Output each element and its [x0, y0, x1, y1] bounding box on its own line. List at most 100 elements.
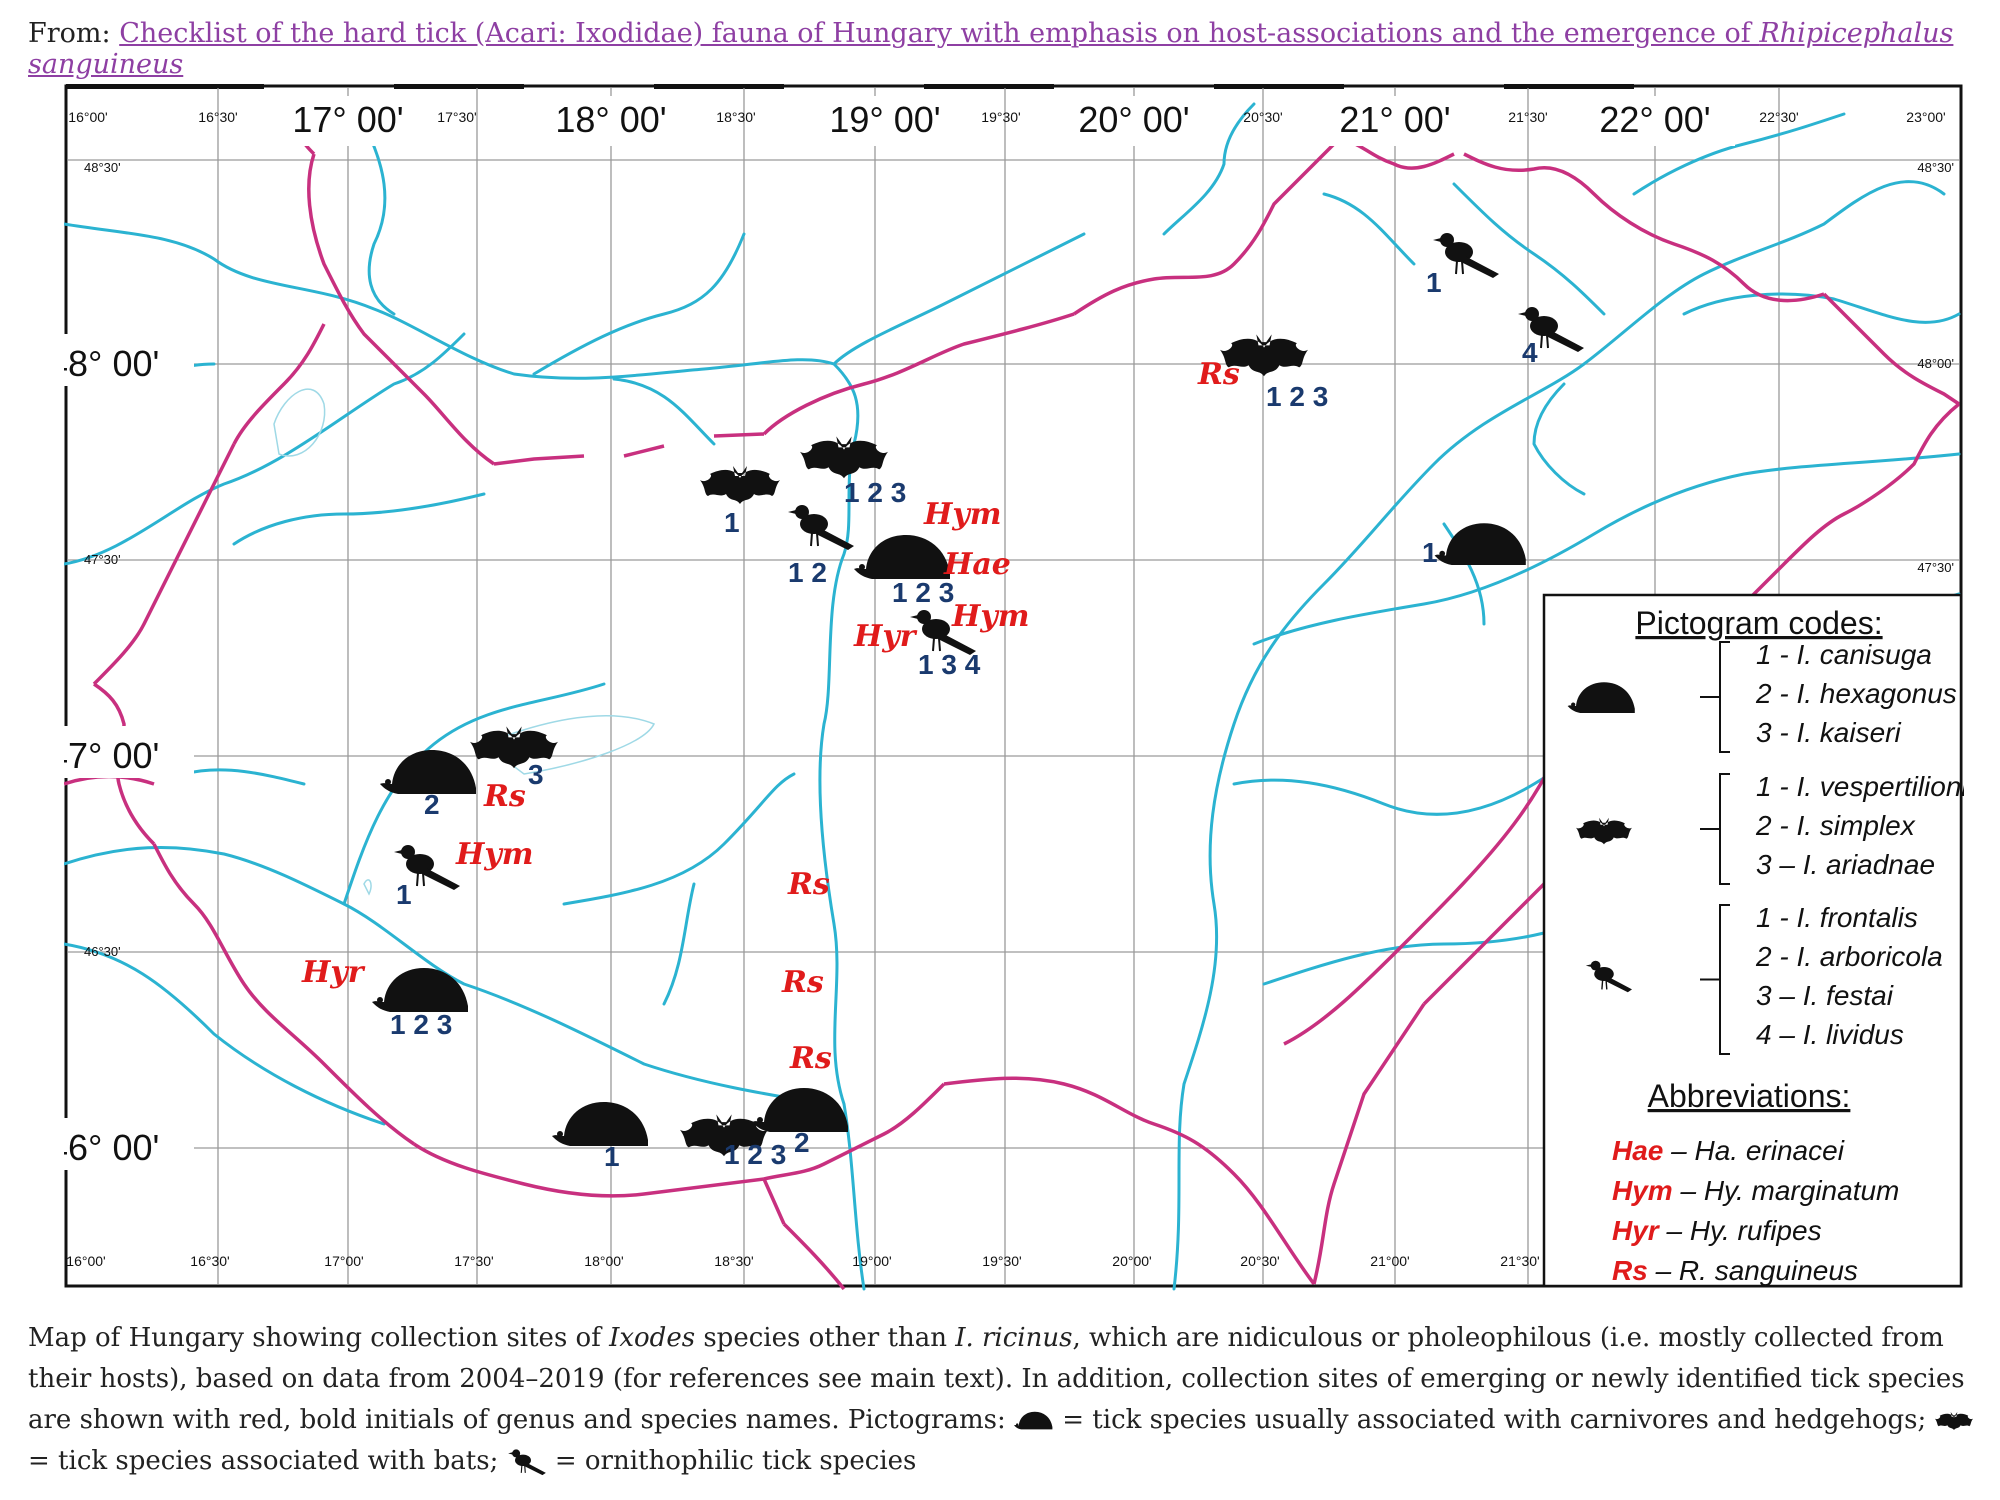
species-code-numbers: 1 2 3 — [724, 1139, 786, 1170]
abbreviations-title: Abbreviations: — [1648, 1078, 1851, 1114]
species-code-numbers: 1 2 3 — [1266, 381, 1328, 412]
collection-site-marker: 2 — [380, 750, 476, 820]
hedgehog-icon — [1013, 1411, 1053, 1430]
species-abbreviation: Rs — [789, 1041, 832, 1076]
caption-text-1: Map of Hungary showing collection sites … — [28, 1323, 610, 1353]
right-latitude-label: 48°30' — [1917, 160, 1954, 175]
left-minor-latitude-label: 47°30' — [84, 552, 121, 567]
bottom-longitude-label: 17°00' — [324, 1253, 363, 1269]
top-longitude-label: 17°30' — [437, 109, 476, 125]
collection-site-marker: 1 — [700, 466, 780, 538]
article-link[interactable]: Checklist of the hard tick (Acari: Ixodi… — [28, 18, 1953, 80]
top-longitude-label: 18°30' — [716, 109, 755, 125]
abbreviation-meaning: – Ha. erinacei — [1663, 1135, 1844, 1166]
left-latitude-label: 47° 00' — [64, 735, 159, 776]
collection-site-marker: 2 — [752, 1088, 848, 1158]
species-code-numbers: 1 2 3 — [390, 1009, 452, 1040]
collection-site-marker: 3Rs — [470, 726, 558, 814]
caption-text-2: species other than — [695, 1323, 956, 1353]
collection-site-marker: 1 2 3 Hyr — [301, 955, 468, 1040]
article-link-italic: Rhipicephalus sanguineus — [28, 18, 1954, 80]
legend: Pictogram codes: 1 - I. canisuga 2 - I. h… — [1542, 593, 1964, 1288]
species-code-numbers: 1 — [396, 879, 412, 910]
species-abbreviation: Hym — [455, 837, 534, 872]
species-code-numbers: 1 2 3 — [844, 477, 906, 508]
species-code-numbers: 2 — [794, 1127, 810, 1158]
species-code-numbers: 2 — [424, 789, 440, 820]
bottom-longitude-label: 17°30' — [454, 1253, 493, 1269]
species-abbreviation: Rs — [781, 965, 824, 1000]
legend-title: Pictogram codes: — [1635, 605, 1882, 641]
legend-species-item: 3 – I. festai — [1756, 980, 1894, 1011]
top-longitude-label: 22° 00' — [1599, 99, 1710, 140]
right-latitude-label: 47°30' — [1917, 560, 1954, 575]
collection-site-marker: 1 2 — [787, 504, 855, 588]
article-link-text: Checklist of the hard tick (Acari: Ixodi… — [119, 18, 1760, 49]
top-longitude-label: 19°30' — [981, 109, 1020, 125]
species-abbreviation: Hyr — [853, 619, 918, 654]
top-longitude-label: 20°30' — [1243, 109, 1282, 125]
legend-species-item: 3 - I. kaiseri — [1756, 717, 1901, 748]
collection-site-marker: Rs — [789, 1041, 832, 1076]
legend-brace — [1700, 773, 1730, 885]
collection-site-marker: 1 2 3 — [680, 1114, 786, 1170]
bottom-longitude-label: 18°00' — [584, 1253, 623, 1269]
hungary-map: 16°00' 16°30' 17° 00' 17°30' 18° 00' 18°30' 19… — [64, 84, 1964, 1291]
abbreviation-code: Hym — [1612, 1175, 1673, 1206]
collection-site-marker: 1 Hym — [393, 837, 534, 910]
rivers — [64, 102, 1961, 1291]
legend-species-item: 2 - I. simplex — [1755, 810, 1916, 841]
legend-brace — [1700, 641, 1730, 753]
abbreviation-meaning: – Hy. marginatum — [1673, 1175, 1900, 1206]
legend-abbreviation-item: Rs – R. sanguineus — [1612, 1255, 1858, 1286]
bottom-longitude-label: 21°00' — [1370, 1253, 1409, 1269]
left-latitude-label: 46° 00' — [64, 1127, 159, 1168]
legend-items: 1 - I. canisuga 2 - I. hexagonus 3 - I. ka… — [1567, 639, 1964, 1055]
species-abbreviation: Rs — [1197, 357, 1240, 392]
species-code-numbers: 4 — [1522, 337, 1538, 368]
collection-site-marker: 1 2 3 — [800, 436, 906, 508]
top-longitude-label: 16°00' — [68, 109, 107, 125]
caption-text-5: = tick species associated with bats; — [28, 1446, 507, 1476]
legend-species-item: 1 - I. canisuga — [1756, 639, 1932, 670]
legend-species-item: 2 - I. arboricola — [1755, 941, 1943, 972]
left-latitude-label: 48° 00' — [64, 343, 159, 384]
species-abbreviation: Hyr — [301, 955, 366, 990]
abbreviation-code: Hyr — [1612, 1215, 1661, 1246]
collection-site-marker: Rs — [787, 867, 830, 902]
species-code-numbers: 1 3 4 — [918, 649, 981, 680]
left-minor-latitude-label: 48°30' — [84, 160, 121, 175]
top-longitude-label: 19° 00' — [829, 99, 940, 140]
legend-abbreviation-item: Hyr – Hy. rufipes — [1612, 1215, 1822, 1246]
species-code-numbers: 1 2 3 — [892, 577, 954, 608]
species-abbreviation: Rs — [787, 867, 830, 902]
left-minor-latitude-label: 46°30' — [84, 944, 121, 959]
top-longitude-label: 18° 00' — [555, 99, 666, 140]
top-longitude-label: 20° 00' — [1078, 99, 1189, 140]
collection-site-marker: 4 — [1517, 306, 1585, 368]
top-longitude-label: 16°30' — [198, 109, 237, 125]
species-code-numbers: 3 — [528, 759, 544, 790]
legend-species-item: 2 - I. hexagonus — [1755, 678, 1957, 709]
bottom-longitude-label: 19°30' — [982, 1253, 1021, 1269]
caption-italic-ixodes: Ixodes — [609, 1323, 696, 1353]
bat-icon — [1935, 1411, 1974, 1431]
legend-species-item: 1 - I. vespertilionis — [1756, 771, 1964, 802]
abbreviation-meaning: – R. sanguineus — [1648, 1255, 1858, 1286]
bottom-longitude-label: 16°00' — [66, 1253, 105, 1269]
bottom-longitude-label: 21°30' — [1500, 1253, 1539, 1269]
top-longitude-label: 22°30' — [1759, 109, 1798, 125]
abbreviation-code: Hae — [1612, 1135, 1663, 1166]
species-code-numbers: 1 — [1422, 537, 1438, 568]
bottom-longitude-label: 18°30' — [714, 1253, 753, 1269]
bottom-longitude-label: 16°30' — [190, 1253, 229, 1269]
caption-italic-ricinus: I. ricinus — [955, 1323, 1073, 1353]
legend-species-item: 1 - I. frontalis — [1756, 902, 1918, 933]
legend-abbreviation-item: Hae – Ha. erinacei — [1612, 1135, 1845, 1166]
legend-species-item: 3 – I. ariadnae — [1756, 849, 1935, 880]
caption-text-4: = tick species usually associated with c… — [1053, 1405, 1935, 1435]
species-abbreviation: Hym — [951, 599, 1030, 634]
axis-labels: 16°00' 16°30' 17° 00' 17°30' 18° 00' 18°30' 19… — [64, 96, 1954, 1269]
